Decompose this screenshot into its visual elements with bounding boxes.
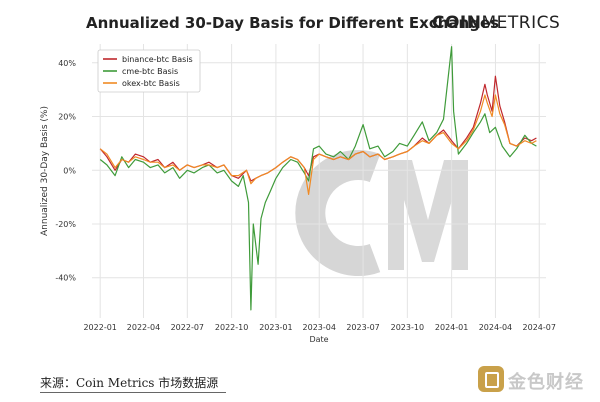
- watermark-m-shape: [388, 160, 468, 270]
- x-tick-label: 2024-04: [479, 323, 512, 332]
- series-line-okex-btc: [99, 94, 537, 195]
- y-tick-label: -40%: [55, 274, 76, 283]
- x-tick-label: 2024-07: [523, 323, 556, 332]
- y-tick-label: 0%: [63, 166, 76, 175]
- source-caption: 来源：Coin Metrics 市场数据源: [40, 376, 219, 390]
- chart-title: Annualized 30-Day Basis for Different Ex…: [86, 14, 500, 32]
- x-tick-label: 2024-01: [435, 323, 468, 332]
- x-tick-label: 2023-07: [346, 323, 379, 332]
- y-tick-labels: -40% -20% 0% 20% 40%: [55, 59, 76, 283]
- x-tick-label: 2022-07: [171, 323, 204, 332]
- x-tick-label: 2023-01: [259, 323, 292, 332]
- source-underline: [40, 392, 226, 393]
- jinse-logo-icon: [478, 366, 504, 392]
- x-tick-label: 2022-01: [83, 323, 116, 332]
- y-tick-label: 40%: [58, 59, 76, 68]
- coinmetrics-logo: COINMETRICS: [432, 13, 560, 33]
- x-tick-label: 2022-04: [127, 323, 160, 332]
- y-tick-label: 20%: [58, 113, 76, 122]
- x-tick-label: 2022-10: [215, 323, 248, 332]
- logo-light-text: METRICS: [481, 13, 561, 33]
- logo-bold-text: COIN: [432, 13, 482, 33]
- x-tick-label: 2023-04: [303, 323, 336, 332]
- legend-entry: cme-btc Basis: [122, 67, 178, 76]
- series-line-cme-btc: [99, 46, 537, 311]
- y-tick-label: -20%: [55, 220, 76, 229]
- x-tick-label: 2023-10: [391, 323, 424, 332]
- watermark-c-shape: [295, 150, 381, 276]
- jinse-watermark-text: 金色财经: [508, 372, 584, 393]
- legend-entry: okex-btc Basis: [122, 79, 180, 88]
- legend-entry: binance-btc Basis: [122, 55, 193, 64]
- x-axis-label: Date: [309, 335, 328, 344]
- chart-lines: [99, 46, 537, 311]
- legend-box: [97, 49, 201, 93]
- x-tick-labels: 2022-01 2022-04 2022-07 2022-10 2023-01 2023-…: [83, 323, 556, 332]
- chart-legend: binance-btc Basis cme-btc Basis okex-btc B…: [97, 49, 201, 93]
- cm-watermark: [295, 150, 468, 276]
